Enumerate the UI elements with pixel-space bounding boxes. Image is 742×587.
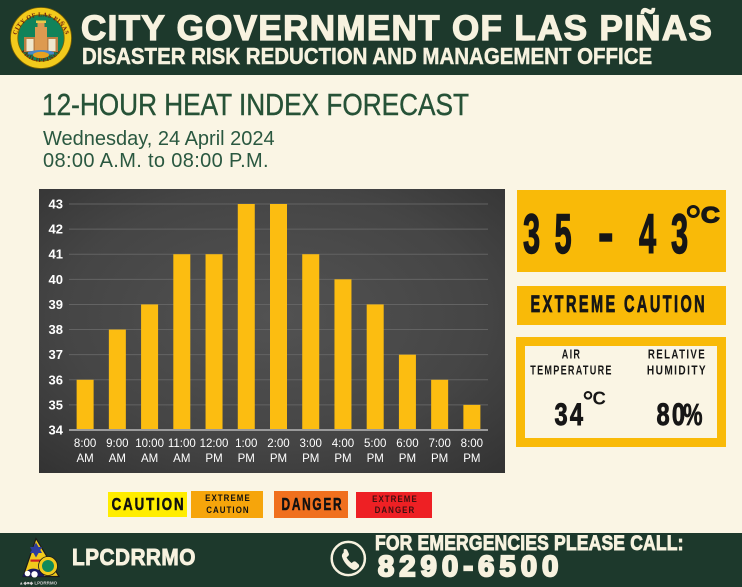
svg-text:38: 38 [49,322,63,337]
svg-text:AM: AM [76,453,93,465]
svg-text:11:00: 11:00 [168,438,196,450]
svg-text:35: 35 [49,397,63,412]
svg-text:PM: PM [399,453,416,465]
svg-text:AM: AM [109,453,126,465]
svg-text:4:00: 4:00 [332,438,354,450]
svg-text:RELATIVE: RELATIVE [648,348,706,362]
svg-text:10:00: 10:00 [135,438,164,450]
svg-text:4: 4 [639,202,656,265]
svg-text:7:00: 7:00 [428,438,450,450]
svg-text:1:00: 1:00 [235,438,257,450]
svg-text:39: 39 [49,297,63,312]
svg-text:34: 34 [555,397,586,432]
svg-text:3:00: 3:00 [300,438,322,450]
svg-text:PM: PM [367,453,384,465]
svg-text:3: 3 [523,202,540,265]
svg-text:36: 36 [49,372,63,387]
svg-text:43: 43 [49,197,63,212]
svg-text:9:00: 9:00 [106,438,128,450]
svg-text:PM: PM [463,453,480,465]
svg-text:42: 42 [49,222,63,237]
svg-text:HUMIDITY: HUMIDITY [647,364,707,377]
svg-text:%: % [683,397,703,431]
svg-text:AM: AM [141,453,158,465]
svg-text:40: 40 [49,272,63,287]
svg-text:3: 3 [671,202,688,265]
svg-text:EXTREME CAUTION: EXTREME CAUTION [530,291,707,318]
svg-text:5:00: 5:00 [364,438,386,450]
svg-text:AM: AM [173,453,190,465]
svg-text:AIR: AIR [562,348,581,362]
svg-text:34: 34 [49,423,64,438]
svg-text:5: 5 [555,202,572,265]
svg-text:PM: PM [334,453,351,465]
svg-text:PM: PM [431,453,448,465]
svg-text:TEMPERATURE: TEMPERATURE [530,364,613,378]
svg-text:C: C [593,388,606,409]
svg-text:6:00: 6:00 [396,438,418,450]
svg-text:C: C [701,203,720,228]
svg-text:2:00: 2:00 [267,438,289,450]
svg-text:41: 41 [49,247,63,262]
svg-text:PM: PM [238,453,255,465]
svg-text:8:00: 8:00 [461,438,483,450]
svg-text:8:00: 8:00 [74,438,96,450]
svg-text:80: 80 [657,397,688,432]
svg-text:37: 37 [49,347,63,362]
svg-text:▲◆■◆ LPDRRMO: ▲◆■◆ LPDRRMO [19,581,58,586]
svg-text:PM: PM [270,453,287,465]
svg-text:PM: PM [302,453,319,465]
svg-text:12:00: 12:00 [200,438,229,450]
svg-text:PM: PM [205,453,222,465]
